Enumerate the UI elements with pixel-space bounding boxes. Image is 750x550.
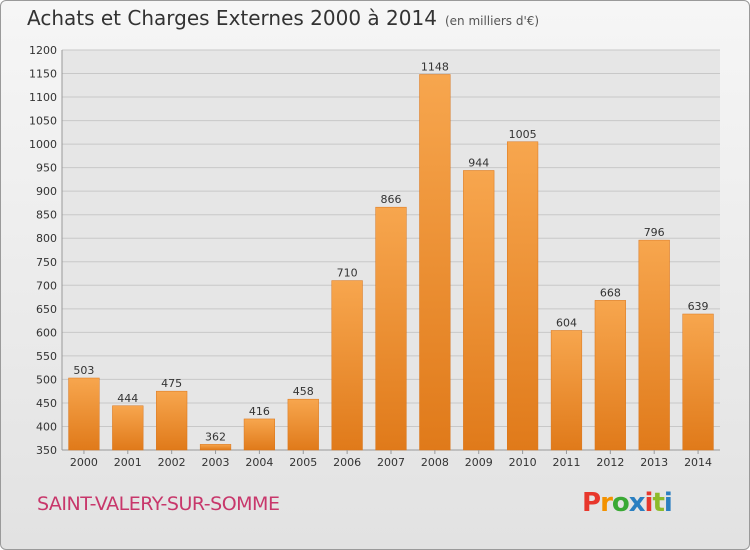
y-tick-label: 600 [36, 326, 57, 339]
y-tick-label: 1000 [29, 138, 57, 151]
y-tick-label: 700 [36, 279, 57, 292]
logo-letter: o [611, 488, 630, 518]
x-tick-label: 2009 [465, 456, 493, 469]
chart-title: Achats et Charges Externes 2000 à 2014 (e… [27, 6, 539, 30]
bar-value-label: 710 [337, 267, 358, 280]
y-tick-label: 650 [36, 303, 57, 316]
y-tick-label: 1150 [29, 68, 57, 81]
y-tick-label: 550 [36, 350, 57, 363]
chart-unit: (en milliers d'€) [444, 14, 540, 28]
bar [156, 390, 188, 451]
bar-value-label: 604 [556, 316, 577, 329]
x-tick-label: 2006 [333, 456, 361, 469]
bar [506, 141, 539, 451]
bar [243, 418, 276, 451]
bar-value-label: 503 [73, 364, 94, 377]
bar-value-label: 796 [644, 226, 665, 239]
x-axis: 2000 2001 2002 2003 2004 2005 2006 2007 2008 2009… [70, 450, 712, 469]
place-name: SAINT-VALERY-SUR-SOMME [37, 493, 280, 515]
bar [199, 444, 232, 451]
x-tick-label: 2012 [596, 456, 624, 469]
bar-value-label: 475 [161, 377, 182, 390]
bar [68, 377, 100, 451]
x-tick-label: 2003 [202, 456, 230, 469]
bar-value-label: 668 [600, 286, 621, 299]
y-tick-label: 350 [36, 444, 57, 457]
logo-letter: t [652, 488, 664, 518]
chart-title-text: Achats et Charges Externes 2000 à 2014 [27, 6, 437, 30]
bar [331, 280, 363, 451]
bar [638, 239, 670, 451]
bar [594, 300, 626, 451]
x-tick-label: 2007 [377, 456, 405, 469]
bar-value-label: 362 [205, 430, 226, 443]
bar [287, 398, 319, 451]
y-tick-label: 900 [36, 185, 57, 198]
y-tick-label: 1050 [29, 115, 57, 128]
bars: 503 444 475 362 416 458 710 866 1148 944 1005 604 66… [68, 60, 714, 451]
y-tick-label: 400 [36, 420, 57, 433]
x-tick-label: 2002 [158, 456, 186, 469]
y-tick-label: 750 [36, 256, 57, 269]
logo-letter: i [644, 488, 654, 518]
x-tick-label: 2000 [70, 456, 98, 469]
x-tick-label: 2010 [509, 456, 537, 469]
y-tick-label: 1200 [29, 44, 57, 57]
logo-letter: r [600, 488, 613, 518]
x-tick-label: 2008 [421, 456, 449, 469]
bar-value-label: 866 [381, 193, 402, 206]
bar-value-label: 1005 [509, 128, 537, 141]
bar-value-label: 1148 [421, 60, 449, 73]
y-tick-label: 950 [36, 162, 57, 175]
logo-letter: i [663, 488, 673, 518]
x-tick-label: 2004 [245, 456, 273, 469]
bar-value-label: 444 [117, 392, 138, 405]
bar-value-label: 458 [293, 385, 314, 398]
bar-value-label: 944 [468, 156, 489, 169]
bar-value-label: 639 [688, 300, 709, 313]
logo-letter: P [582, 488, 601, 518]
bar [375, 206, 407, 451]
x-tick-label: 2013 [640, 456, 668, 469]
bar [550, 330, 583, 451]
bar [463, 170, 495, 451]
y-tick-label: 850 [36, 209, 57, 222]
y-tick-label: 800 [36, 232, 57, 245]
x-tick-label: 2014 [684, 456, 712, 469]
bar [419, 74, 451, 451]
logo-letter: x [628, 488, 646, 518]
bar [112, 405, 144, 451]
bar-value-label: 416 [249, 405, 270, 418]
y-tick-label: 1100 [29, 91, 57, 104]
x-tick-label: 2011 [552, 456, 580, 469]
y-tick-label: 500 [36, 373, 57, 386]
x-tick-label: 2001 [114, 456, 142, 469]
x-tick-label: 2005 [289, 456, 317, 469]
y-tick-label: 450 [36, 397, 57, 410]
proxiti-logo: Proxiti [582, 488, 673, 518]
bar [682, 313, 714, 451]
